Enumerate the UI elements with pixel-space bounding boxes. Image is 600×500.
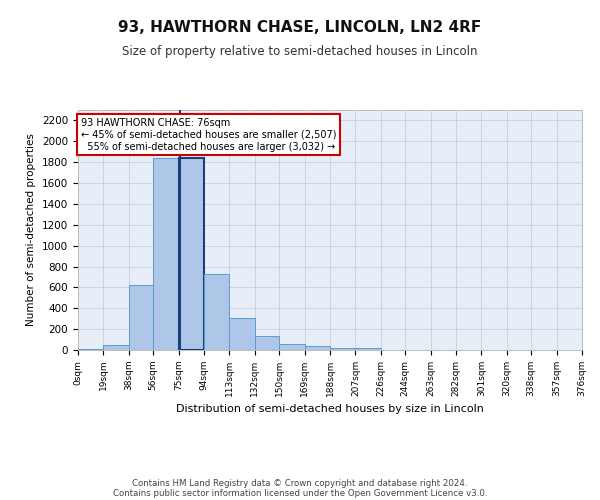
Bar xyxy=(305,346,330,350)
Bar xyxy=(330,348,355,350)
Bar xyxy=(355,348,381,350)
Bar xyxy=(204,274,229,350)
X-axis label: Distribution of semi-detached houses by size in Lincoln: Distribution of semi-detached houses by … xyxy=(176,404,484,414)
Bar xyxy=(229,318,255,350)
Bar xyxy=(103,345,129,350)
Bar xyxy=(129,286,153,350)
Text: Contains public sector information licensed under the Open Government Licence v3: Contains public sector information licen… xyxy=(113,488,487,498)
Bar xyxy=(255,336,279,350)
Bar xyxy=(153,158,179,350)
Bar xyxy=(279,344,305,350)
Bar xyxy=(179,158,204,350)
Y-axis label: Number of semi-detached properties: Number of semi-detached properties xyxy=(26,134,37,326)
Text: 93, HAWTHORN CHASE, LINCOLN, LN2 4RF: 93, HAWTHORN CHASE, LINCOLN, LN2 4RF xyxy=(118,20,482,35)
Text: Contains HM Land Registry data © Crown copyright and database right 2024.: Contains HM Land Registry data © Crown c… xyxy=(132,478,468,488)
Text: 93 HAWTHORN CHASE: 76sqm
← 45% of semi-detached houses are smaller (2,507)
  55%: 93 HAWTHORN CHASE: 76sqm ← 45% of semi-d… xyxy=(80,118,336,152)
Text: Size of property relative to semi-detached houses in Lincoln: Size of property relative to semi-detach… xyxy=(122,45,478,58)
